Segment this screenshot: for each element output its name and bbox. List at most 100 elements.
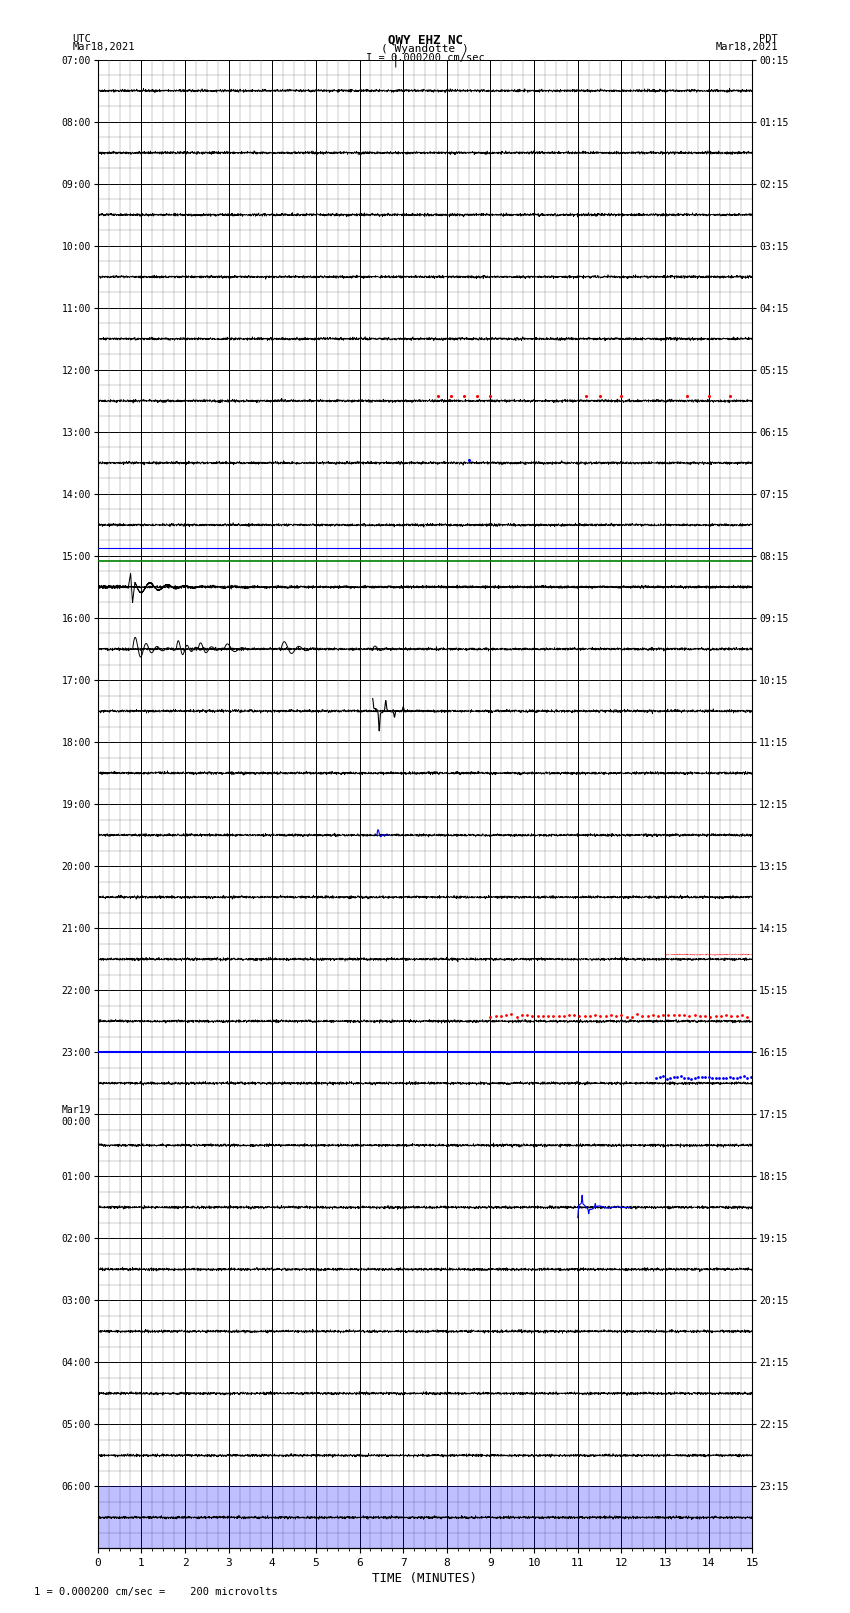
Point [541, 1003, 555, 1029]
Point [716, 1065, 729, 1090]
Point [680, 384, 694, 410]
Point [730, 1003, 744, 1029]
Point [615, 1002, 628, 1027]
Point [677, 1002, 691, 1027]
Point [505, 1002, 518, 1027]
Point [573, 1003, 586, 1029]
Point [737, 1063, 751, 1089]
Point [681, 1065, 694, 1090]
Point [714, 1003, 728, 1029]
Point [651, 1003, 665, 1029]
Point [636, 1003, 649, 1029]
Text: PDT: PDT [759, 34, 778, 44]
Point [494, 1003, 507, 1029]
Point [525, 1003, 539, 1029]
Point [656, 1002, 670, 1027]
Point [484, 384, 497, 410]
Point [671, 1065, 684, 1090]
Text: |: | [392, 55, 399, 68]
Point [740, 1003, 754, 1029]
Point [649, 1065, 663, 1090]
Point [740, 1066, 754, 1092]
Point [536, 1003, 550, 1029]
Point [445, 384, 458, 410]
Point [693, 1003, 706, 1029]
Point [734, 1065, 747, 1090]
Point [672, 1003, 686, 1029]
Point [489, 1003, 502, 1029]
Point [709, 1003, 722, 1029]
Point [702, 1065, 716, 1090]
Point [471, 384, 484, 410]
Point [530, 1003, 544, 1029]
Text: 1 = 0.000200 cm/sec =    200 microvolts: 1 = 0.000200 cm/sec = 200 microvolts [34, 1587, 278, 1597]
Point [691, 1065, 705, 1090]
Point [552, 1003, 565, 1029]
Point [620, 1005, 633, 1031]
Point [557, 1003, 570, 1029]
Point [547, 1003, 560, 1029]
Point [568, 1002, 581, 1027]
Point [484, 1003, 497, 1029]
Point [583, 1003, 597, 1029]
Point [462, 447, 475, 473]
Point [588, 1003, 602, 1029]
Point [688, 1065, 701, 1090]
Bar [98, 1487, 752, 1548]
Point [641, 1003, 654, 1029]
Point [663, 1065, 677, 1090]
Point [656, 1063, 670, 1089]
Point [722, 1065, 736, 1090]
Point [723, 384, 737, 410]
Point [646, 1002, 660, 1027]
Point [667, 1002, 681, 1027]
Point [515, 1002, 529, 1027]
Point [724, 1003, 738, 1029]
Point [683, 1003, 696, 1029]
Point [699, 1003, 712, 1029]
Point [653, 1065, 666, 1090]
Point [599, 1003, 613, 1029]
Point [719, 1002, 733, 1027]
Point [593, 1003, 607, 1029]
Point [630, 1002, 643, 1027]
Point [702, 384, 716, 410]
Point [694, 1063, 708, 1089]
Point [615, 384, 628, 410]
Point [706, 1065, 719, 1090]
Point [431, 384, 445, 410]
Text: ( Wyandotte ): ( Wyandotte ) [381, 44, 469, 53]
Text: I = 0.000200 cm/sec: I = 0.000200 cm/sec [366, 53, 484, 63]
Point [625, 1003, 638, 1029]
Text: Mar18,2021: Mar18,2021 [72, 42, 135, 52]
Point [578, 1003, 592, 1029]
Point [699, 1065, 712, 1090]
X-axis label: TIME (MINUTES): TIME (MINUTES) [372, 1573, 478, 1586]
Point [510, 1003, 524, 1029]
Point [667, 1065, 681, 1090]
Text: UTC: UTC [72, 34, 91, 44]
Text: Mar18,2021: Mar18,2021 [715, 42, 778, 52]
Point [688, 1002, 701, 1027]
Text: QWY EHZ NC: QWY EHZ NC [388, 34, 462, 47]
Point [719, 1065, 733, 1090]
Point [726, 1065, 740, 1090]
Point [677, 1065, 691, 1090]
Point [735, 1002, 749, 1027]
Point [604, 1002, 618, 1027]
Point [730, 1065, 744, 1090]
Point [562, 1002, 575, 1027]
Point [592, 384, 606, 410]
Point [499, 1002, 513, 1027]
Point [457, 384, 471, 410]
Point [744, 1065, 757, 1090]
Point [661, 1002, 675, 1027]
Point [520, 1002, 534, 1027]
Point [609, 1003, 623, 1029]
Point [709, 1065, 722, 1090]
Point [712, 1065, 726, 1090]
Point [580, 384, 593, 410]
Point [674, 1063, 688, 1089]
Point [660, 1066, 673, 1092]
Point [704, 1005, 717, 1031]
